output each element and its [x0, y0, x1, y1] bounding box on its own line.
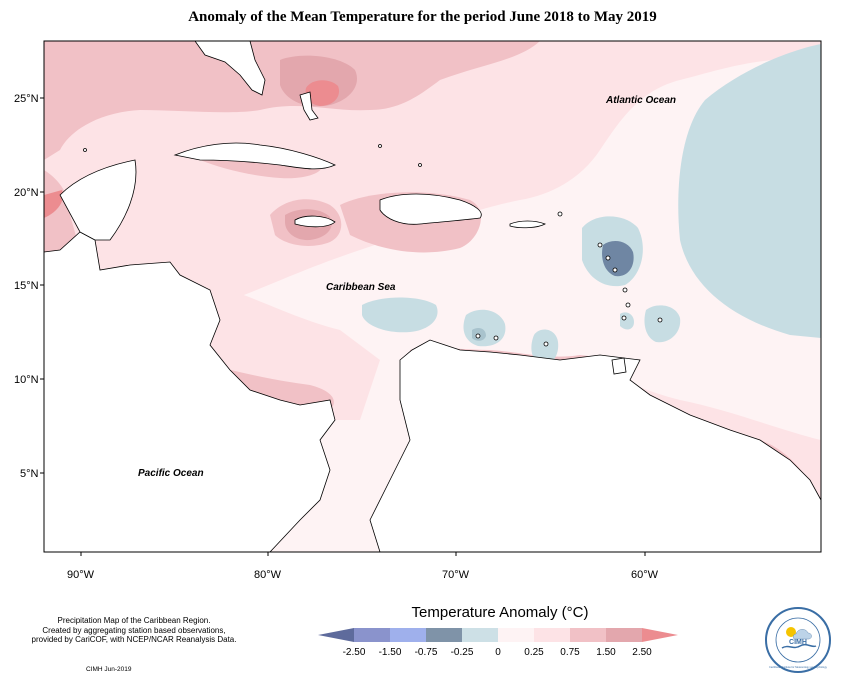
legend-tick-label: 0	[495, 647, 501, 658]
coastlines	[44, 41, 821, 552]
lon-label-80w: 80°W	[254, 569, 282, 581]
puerto-rico-land	[509, 220, 546, 229]
map-frame	[43, 40, 822, 553]
central-america-land	[44, 231, 336, 552]
legend-swatch	[642, 628, 678, 642]
legend-swatch	[570, 628, 606, 642]
legend-tick-label: 1.50	[596, 647, 616, 658]
legend-swatch	[390, 628, 426, 642]
lat-label-20n: 20°N	[14, 187, 39, 199]
temperature-anomaly-map: 25°N 20°N 15°N 10°N 5°N 90°W 80°W 70°W 6…	[14, 40, 822, 581]
map-title: Anomaly of the Mean Temperature for the …	[188, 9, 657, 25]
label-caribbean-sea: Caribbean Sea	[326, 282, 396, 293]
legend-swatch	[534, 628, 570, 642]
longitude-axis	[80, 552, 646, 556]
jamaica-land	[294, 215, 336, 228]
label-atlantic-ocean: Atlantic Ocean	[605, 95, 676, 106]
lon-label-70w: 70°W	[442, 569, 470, 581]
legend-tick-label: -2.50	[343, 647, 366, 658]
cimh-logo: CIMH Caribbean Institute for Meteorology…	[765, 607, 831, 673]
lat-label-25n: 25°N	[14, 93, 39, 105]
legend-swatch	[606, 628, 642, 642]
anomaly-zone-pink-north	[44, 41, 540, 160]
legend-tick-label: 2.50	[632, 647, 652, 658]
logo-text: CIMH	[789, 639, 807, 646]
anomaly-zone-light-blue-barbados	[644, 305, 681, 343]
legend-swatch	[318, 628, 354, 642]
lat-label-15n: 15°N	[14, 280, 39, 292]
lon-label-90w: 90°W	[67, 569, 95, 581]
south-america-land	[369, 339, 821, 552]
trinidad-land	[611, 357, 627, 375]
anomaly-zone-blue-leewards	[602, 240, 634, 277]
lesser-antilles	[83, 144, 663, 347]
legend-tick-label: 0.25	[524, 647, 544, 658]
legend-tick-label: 0.75	[560, 647, 580, 658]
bahamas-land	[299, 91, 319, 121]
lon-label-60w: 60°W	[631, 569, 659, 581]
anomaly-zone-red-bahamas	[305, 80, 340, 106]
credits-date: CIMH Jun-2019	[86, 666, 132, 673]
anomaly-zone-red-florida	[44, 190, 64, 218]
logo-ring-text: Caribbean Institute for Meteorology and …	[769, 665, 828, 669]
legend-tick-label: -0.75	[415, 647, 438, 658]
map-credits: Precipitation Map of the Caribbean Regio…	[14, 616, 254, 645]
label-pacific-ocean: Pacific Ocean	[138, 468, 204, 479]
legend-tick-label: -0.25	[451, 647, 474, 658]
legend-swatch	[498, 628, 534, 642]
lat-label-10n: 10°N	[14, 374, 39, 386]
cuba-land	[173, 142, 336, 170]
lat-label-5n: 5°N	[20, 468, 39, 480]
anomaly-zone-light-blue-atlantic	[678, 44, 821, 338]
legend-swatch	[426, 628, 462, 642]
credits-line-1: Precipitation Map of the Caribbean Regio…	[57, 616, 211, 625]
credits-line-3: provided by CariCOF, with NCEP/NCAR Rean…	[31, 635, 237, 644]
yucatan-land	[59, 159, 137, 241]
florida-land	[194, 41, 266, 96]
anomaly-zone-light-blue-bonaire	[531, 329, 559, 366]
legend-swatch	[462, 628, 498, 642]
legend-title: Temperature Anomaly (°C)	[411, 604, 589, 621]
credits-line-2: Created by aggregating station based obs…	[42, 625, 226, 635]
legend-tick-label: -1.50	[379, 647, 402, 658]
anomaly-zone-light-blue-caribbean	[362, 297, 438, 333]
hispaniola-land	[379, 193, 482, 225]
latitude-axis	[40, 97, 44, 474]
color-legend: -2.50 -1.50 -0.75 -0.25 0 0.25 0.75 1.50 2.50	[318, 628, 678, 658]
legend-swatch	[354, 628, 390, 642]
